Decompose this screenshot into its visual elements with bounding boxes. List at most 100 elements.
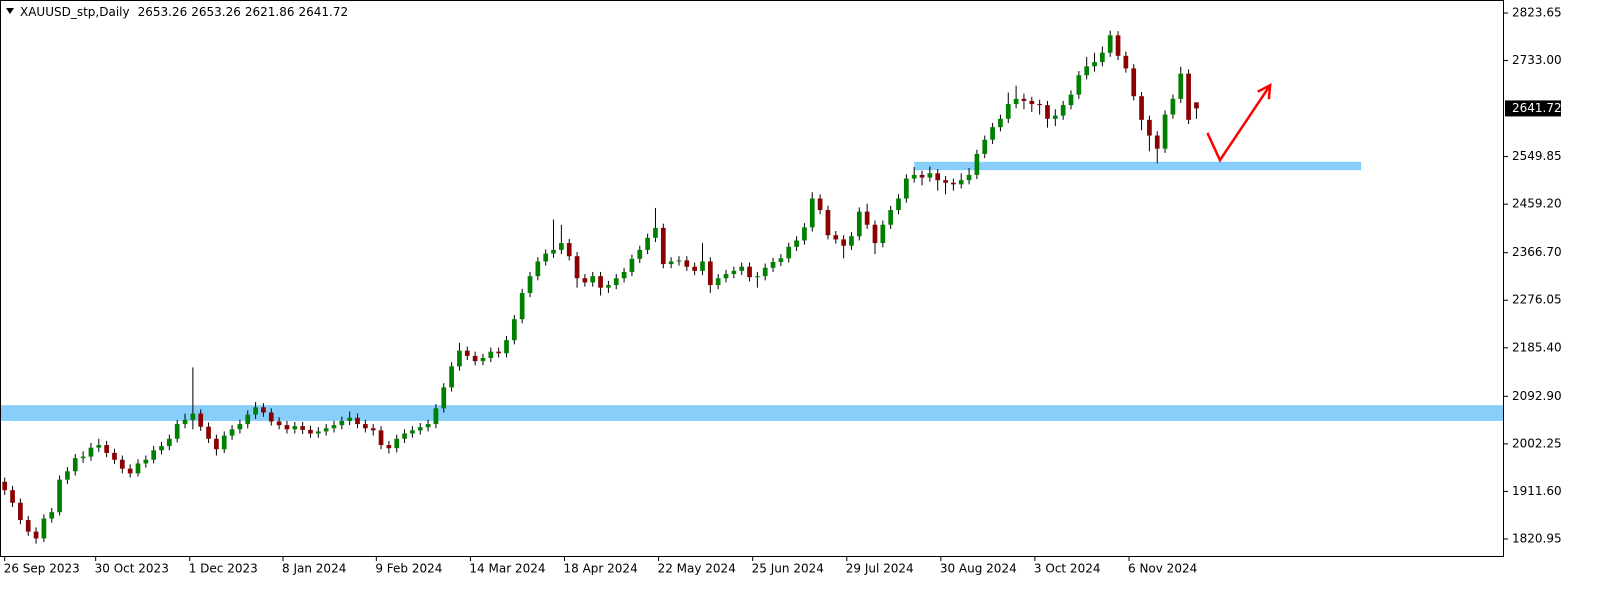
candle-body [731, 270, 737, 275]
candle-body [1045, 105, 1050, 119]
candle-body [127, 468, 133, 474]
candle-body [135, 463, 141, 474]
candle-body [104, 445, 109, 453]
candle-body [527, 276, 533, 293]
candle-body [770, 261, 776, 268]
candle-body [167, 438, 172, 447]
candle-body [1013, 98, 1019, 105]
candle-body [18, 502, 23, 521]
x-tick-label: 1 Dec 2023 [189, 562, 258, 576]
candle-body [1162, 114, 1168, 149]
symbol: XAUUSD_stp,Daily [20, 5, 130, 19]
candle-body [951, 182, 956, 185]
candle-body [911, 174, 917, 179]
candle-body [182, 419, 188, 425]
candle-body [41, 518, 47, 539]
y-tick-label: 1820.95 [1512, 531, 1562, 545]
candle-body [535, 261, 541, 277]
candle-body [888, 210, 894, 225]
candle-body [284, 425, 290, 430]
candle-body [825, 210, 831, 236]
candle-body [794, 240, 799, 247]
candle-body [943, 180, 948, 183]
candle-body [472, 355, 478, 362]
candle-body [25, 520, 31, 532]
candle-body [778, 258, 784, 262]
y-tick-label: 2549.85 [1512, 149, 1562, 163]
candle-body [660, 227, 666, 265]
candle-body [1186, 73, 1191, 120]
x-tick-label: 29 Jul 2024 [846, 562, 914, 576]
candle-body [1005, 104, 1011, 119]
candle-body [849, 236, 854, 246]
candle-body [2, 481, 8, 491]
candle-body [676, 260, 682, 262]
candle-body [880, 224, 886, 244]
candle-body [190, 413, 196, 420]
candle-body [425, 424, 431, 428]
candle-body [1076, 75, 1082, 95]
y-tick-label: 2823.65 [1512, 5, 1562, 19]
candle-body [1147, 119, 1152, 136]
candle-body [394, 438, 400, 449]
header-high: 2653.26 [191, 5, 241, 19]
candle-body [864, 211, 870, 225]
candle-body [331, 425, 337, 429]
candle-body [574, 256, 580, 279]
candle-body [151, 450, 157, 460]
x-tick-label: 6 Nov 2024 [1128, 562, 1197, 576]
x-tick-label: 30 Aug 2024 [940, 562, 1017, 576]
candle-body [315, 431, 321, 434]
candle-body [1021, 98, 1027, 101]
candle-body [464, 350, 470, 356]
candle-body [1139, 96, 1144, 120]
candle-body [57, 479, 62, 513]
candle-body [982, 139, 988, 154]
candle-body [96, 445, 102, 448]
y-tick-label: 2366.70 [1512, 245, 1562, 259]
candle-body [896, 198, 901, 211]
y-tick-label: 1911.60 [1512, 484, 1562, 498]
candle-body [637, 249, 643, 259]
zone [1, 405, 1503, 421]
header-open: 2653.26 [138, 5, 188, 19]
candle-body [417, 427, 423, 431]
candle-body [707, 261, 713, 286]
candle-body [543, 253, 549, 262]
candle-body [1029, 100, 1035, 105]
candle-body [974, 153, 980, 175]
header: XAUUSD_stp,Daily 2653.26 2653.26 2621.86 264… [20, 5, 348, 19]
candle-body [119, 459, 125, 469]
y-tick-label: 2459.20 [1512, 197, 1562, 211]
candle-body [402, 433, 407, 439]
x-tick-label: 25 Jun 2024 [752, 562, 824, 576]
candle-body [582, 278, 588, 283]
candle-body [1170, 98, 1176, 115]
y-tick-label: 2733.00 [1512, 53, 1562, 67]
candle-body [33, 531, 39, 539]
y-tick-label: 2276.05 [1512, 293, 1562, 307]
candle-body [684, 260, 690, 267]
candle-body [802, 227, 807, 241]
candle-body [80, 456, 86, 459]
candles [2, 30, 1199, 544]
candle-body [809, 198, 815, 228]
candle-body [700, 261, 705, 271]
candle-body [551, 249, 556, 254]
zones [1, 161, 1503, 421]
candle-body [88, 447, 94, 457]
candle-body [1154, 135, 1160, 149]
candle-body [65, 471, 70, 480]
candle-body [323, 428, 329, 432]
candle-body [268, 412, 274, 422]
candle-body [1068, 94, 1074, 106]
candle-body [198, 413, 204, 427]
candle-body [606, 285, 611, 288]
candle-body [1100, 52, 1105, 63]
candle-body [762, 267, 768, 277]
candle-body [72, 458, 78, 472]
x-tick-label: 30 Oct 2023 [95, 562, 169, 576]
candle-body [504, 340, 509, 354]
last-price-label: 2641.72 [1512, 101, 1562, 115]
